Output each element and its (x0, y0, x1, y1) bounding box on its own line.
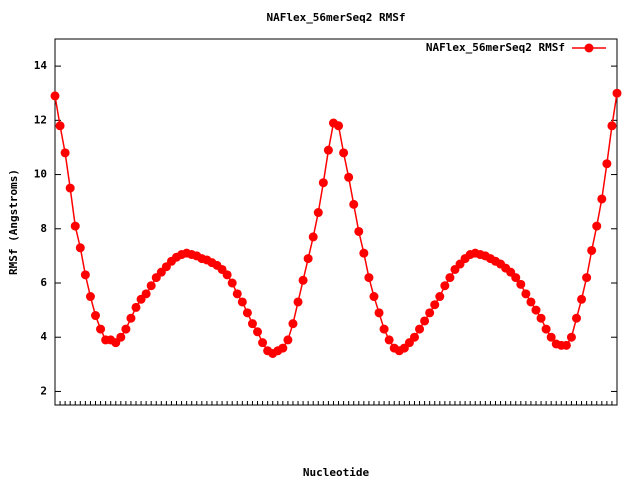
legend-marker (584, 43, 594, 53)
point (384, 335, 394, 345)
point (258, 338, 268, 348)
point (566, 332, 576, 342)
point (592, 221, 602, 231)
y-tick-label: 12 (34, 113, 47, 126)
point (420, 316, 430, 326)
point (597, 194, 607, 204)
chart-title: NAFlex_56merSeq2 RMSf (266, 11, 405, 24)
point (303, 254, 313, 264)
point (374, 308, 384, 318)
point (293, 297, 303, 307)
point (541, 324, 551, 334)
point (85, 292, 95, 302)
point (511, 273, 521, 283)
plot-border (54, 38, 618, 406)
y-tick-label: 4 (40, 330, 47, 343)
point (313, 208, 323, 218)
point (65, 183, 75, 193)
y-tick-label: 6 (40, 276, 47, 289)
point (126, 313, 136, 323)
point (602, 159, 612, 169)
point (298, 275, 308, 285)
point (80, 270, 90, 280)
point (70, 221, 80, 231)
point (242, 308, 252, 318)
point (96, 324, 106, 334)
point (364, 273, 374, 283)
point (308, 232, 318, 242)
point (146, 281, 156, 291)
point (60, 148, 70, 158)
point (415, 324, 425, 334)
point (379, 324, 389, 334)
point (318, 178, 328, 188)
point (359, 248, 369, 258)
point (232, 289, 242, 299)
point (323, 145, 333, 155)
point (227, 278, 237, 288)
point (141, 289, 151, 299)
point (369, 292, 379, 302)
point (116, 332, 126, 342)
point (546, 332, 556, 342)
point (571, 313, 581, 323)
point (278, 343, 288, 353)
point (339, 148, 349, 158)
point (531, 305, 541, 315)
point (587, 245, 597, 255)
point (536, 313, 546, 323)
point (612, 88, 622, 98)
y-tick-label: 14 (34, 59, 48, 72)
y-tick-label: 8 (40, 222, 47, 235)
point (526, 297, 536, 307)
point (334, 121, 344, 131)
point (75, 243, 85, 253)
y-tick-label: 10 (34, 168, 47, 181)
point (349, 199, 359, 209)
point (50, 91, 60, 101)
point (516, 279, 526, 289)
point (425, 308, 435, 318)
y-axis-label: RMSf (Angstroms) (7, 169, 20, 275)
point (435, 292, 445, 302)
point (283, 335, 293, 345)
point (430, 300, 440, 310)
point (445, 273, 455, 283)
point (247, 319, 257, 329)
point (521, 289, 531, 299)
point (55, 121, 65, 131)
point (237, 297, 247, 307)
point (561, 340, 571, 350)
point (121, 324, 131, 334)
y-tick-label: 2 (40, 384, 47, 397)
point (607, 121, 617, 131)
point (409, 332, 419, 342)
point (288, 319, 298, 329)
point (577, 294, 587, 304)
point (253, 327, 263, 337)
point (131, 302, 141, 312)
point (582, 273, 592, 283)
point (440, 281, 450, 291)
point (344, 172, 354, 182)
point (91, 311, 101, 321)
point (354, 226, 364, 236)
x-axis-label: Nucleotide (303, 466, 370, 479)
legend-label: NAFlex_56merSeq2 RMSf (426, 41, 565, 54)
point (222, 270, 232, 280)
